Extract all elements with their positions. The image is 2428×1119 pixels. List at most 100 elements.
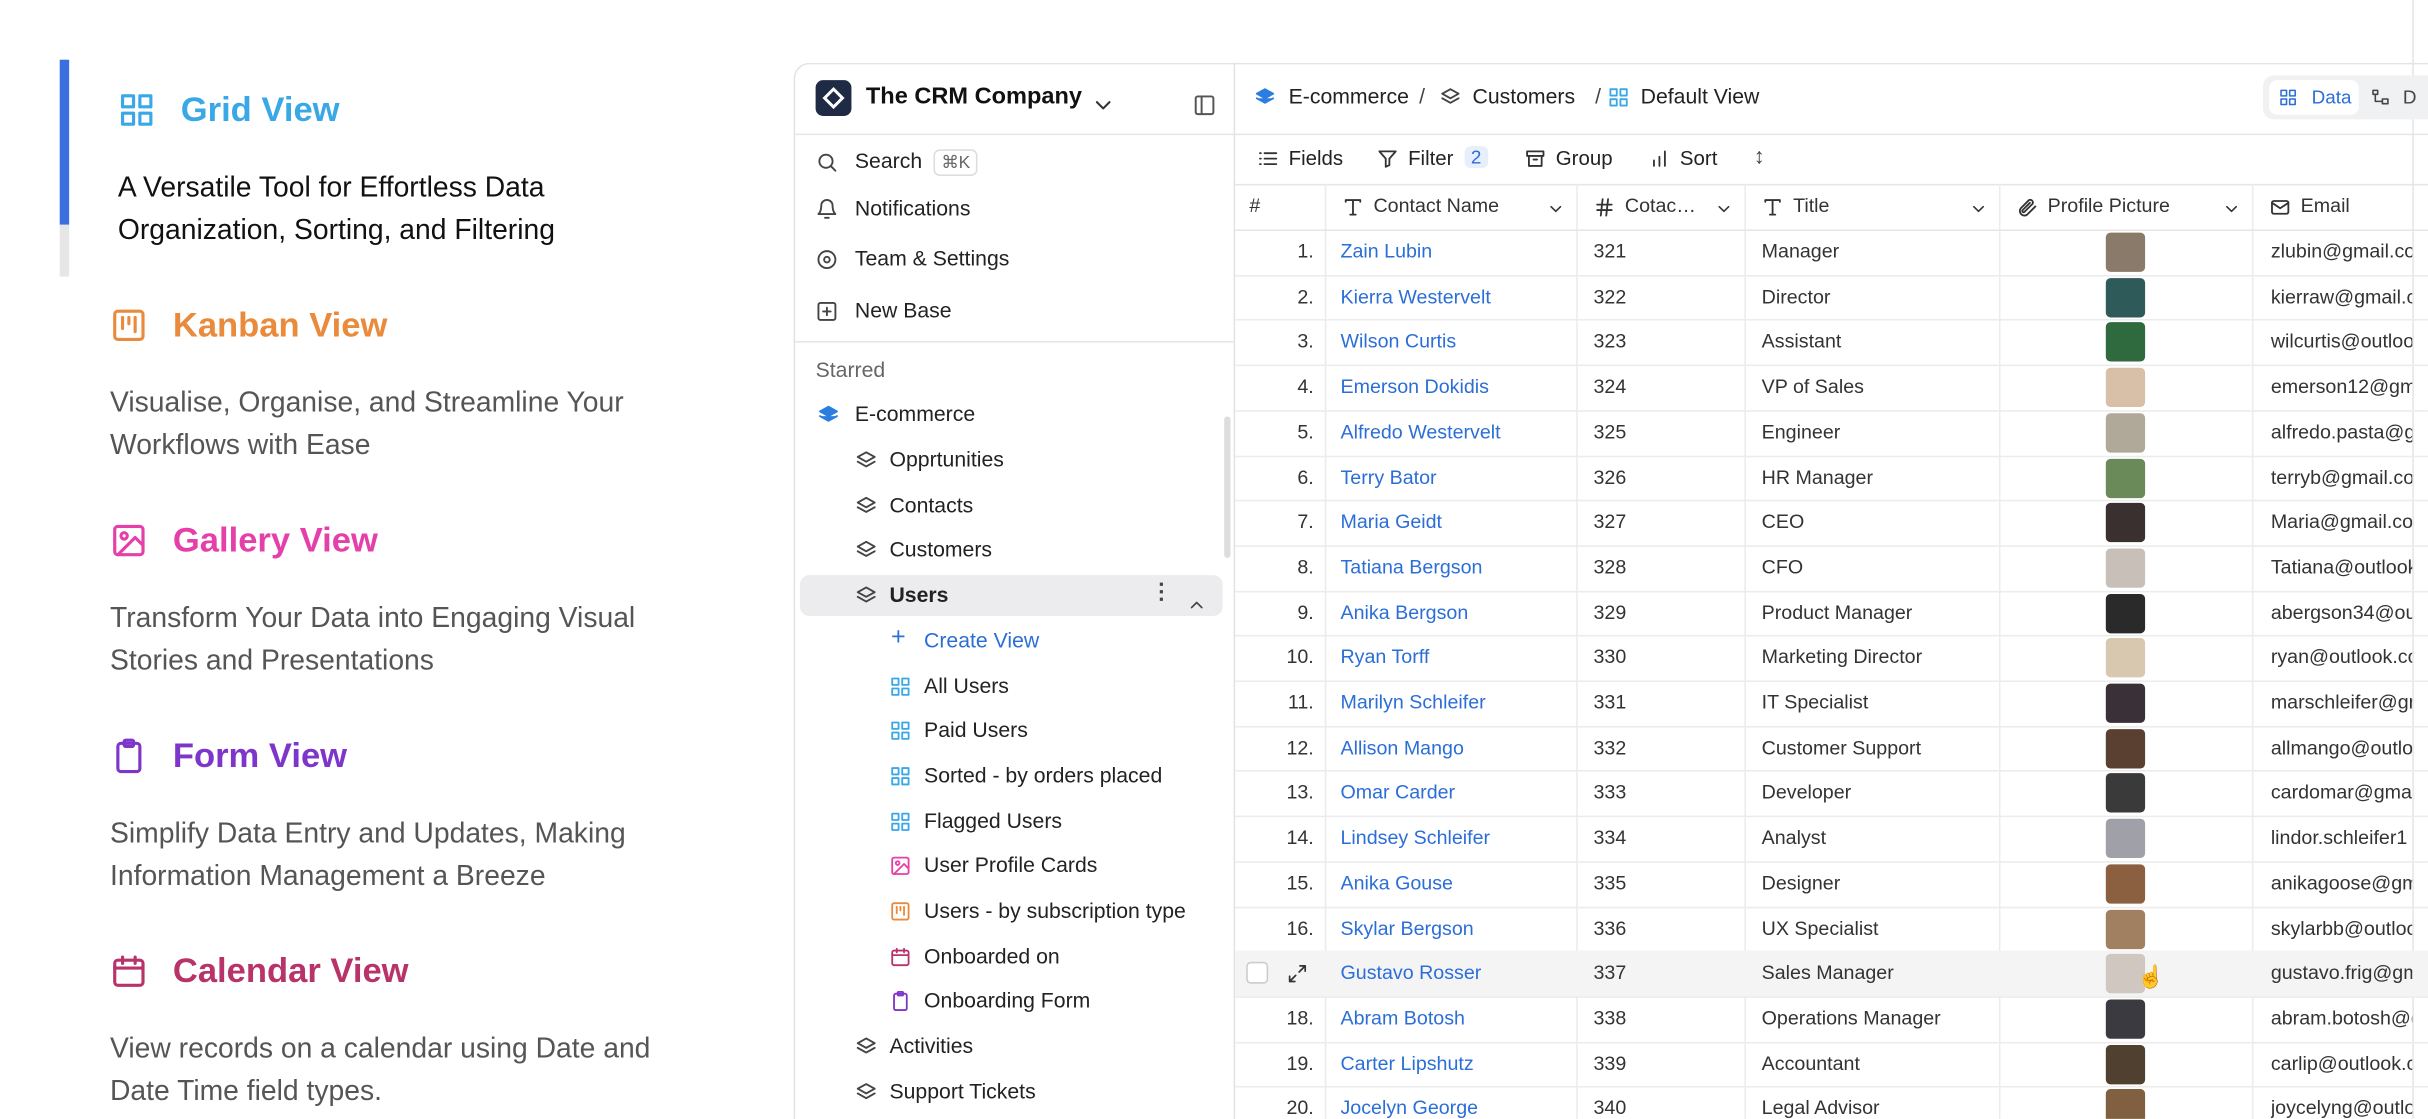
contact-name[interactable]: Kierra Westervelt	[1340, 285, 1491, 308]
cotac: 333	[1593, 781, 1627, 804]
row-number: 3.	[1297, 330, 1314, 353]
contact-name[interactable]: Anika Bergson	[1340, 601, 1469, 624]
menu-item[interactable]: Notifications	[854, 196, 971, 221]
row-number: 18.	[1286, 1007, 1314, 1030]
table-icon	[856, 586, 876, 603]
title: Analyst	[1761, 826, 1827, 849]
table-icon	[856, 1082, 876, 1099]
view-icon	[891, 676, 910, 695]
contact-name[interactable]: Gustavo Rosser	[1340, 962, 1482, 985]
breadcrumb[interactable]: E-commerce	[1288, 84, 1409, 109]
row-height: ↕	[1753, 143, 1765, 169]
view-item[interactable]: All Users	[924, 673, 1009, 697]
view-item[interactable]: Sorted - by orders placed	[924, 763, 1163, 788]
table-item[interactable]: Contacts	[889, 492, 974, 517]
column-header[interactable]: Email	[2300, 194, 2350, 217]
title: Designer	[1761, 871, 1841, 894]
menu-icon	[817, 250, 837, 270]
toggle-icon	[2280, 89, 2296, 106]
row-number: 13.	[1286, 781, 1314, 804]
toolbar-button[interactable]: Sort	[1679, 146, 1718, 170]
toolbar-icon	[1378, 150, 1397, 168]
table-item[interactable]: Customers	[889, 538, 993, 562]
email: Tatiana@outlook	[2270, 556, 2413, 579]
contact-name[interactable]: Zain Lubin	[1340, 240, 1433, 263]
contact-name[interactable]: Omar Carder	[1340, 781, 1456, 804]
email: allmango@outlo	[2270, 736, 2413, 759]
workspace-name[interactable]: The CRM Company	[865, 83, 1083, 111]
row-checkbox[interactable]	[1246, 962, 1269, 985]
contact-name[interactable]: Maria Geidt	[1340, 511, 1443, 534]
view-item[interactable]: Onboarded on	[924, 943, 1060, 968]
title: Manager	[1761, 240, 1840, 263]
toggle-option[interactable]: Data	[2311, 86, 2352, 109]
feature-title: Form View	[172, 735, 348, 775]
profile-picture	[2105, 412, 2146, 453]
contact-name[interactable]: Marilyn Schleifer	[1340, 691, 1486, 714]
toolbar-button[interactable]: Group	[1555, 146, 1613, 170]
menu-item[interactable]: New Base	[854, 298, 952, 323]
row-border	[1235, 274, 2428, 277]
contact-name[interactable]: Tatiana Bergson	[1340, 556, 1483, 579]
view-item[interactable]: Onboarding Form	[924, 989, 1091, 1013]
cotac: 332	[1593, 736, 1627, 759]
profile-picture	[2105, 638, 2146, 678]
email: alfredo.pasta@g	[2270, 420, 2413, 443]
table-item[interactable]: Opprtunities	[889, 447, 1004, 472]
row-number: 6.	[1297, 465, 1314, 488]
email: terryb@gmail.co	[2270, 465, 2413, 488]
separator: /	[1595, 84, 1601, 109]
contact-name[interactable]: Lindsey Schleifer	[1340, 826, 1491, 849]
view-item[interactable]: Paid Users	[924, 718, 1028, 743]
feature-icon	[113, 524, 145, 557]
row-border	[1235, 454, 2428, 457]
row-border	[1235, 770, 2428, 773]
table-item[interactable]: Support Tickets	[889, 1079, 1036, 1103]
toolbar-button[interactable]: Filter	[1408, 146, 1454, 170]
table-item[interactable]: Activities	[889, 1034, 974, 1058]
contact-name[interactable]: Ryan Torff	[1340, 646, 1430, 669]
contact-name[interactable]: Carter Lipshutz	[1340, 1052, 1474, 1075]
title: Assistant	[1761, 330, 1842, 353]
email: abram.botosh@g	[2270, 1007, 2413, 1030]
contact-name[interactable]: Skylar Bergson	[1340, 916, 1474, 939]
cotac: 321	[1593, 240, 1627, 263]
contact-name[interactable]: Emerson Dokidis	[1340, 375, 1489, 398]
row-number: 10.	[1286, 646, 1314, 669]
table-icon	[856, 496, 876, 513]
contact-name[interactable]: Allison Mango	[1340, 736, 1464, 759]
toggle-option[interactable]: D	[2402, 86, 2417, 109]
breadcrumb[interactable]: Customers	[1472, 84, 1576, 109]
base-name[interactable]: E-commerce	[854, 402, 976, 426]
row-border	[1235, 1041, 2428, 1043]
breadcrumb[interactable]: Default View	[1640, 84, 1760, 109]
table-item[interactable]: Users	[889, 583, 949, 607]
contact-name[interactable]: Wilson Curtis	[1340, 330, 1457, 353]
row-border	[1235, 409, 2428, 412]
contact-name[interactable]: Jocelyn George	[1340, 1097, 1479, 1119]
view-item[interactable]: Flagged Users	[924, 808, 1063, 833]
contact-name[interactable]: Terry Bator	[1340, 465, 1437, 488]
column-header[interactable]: Cotac…	[1624, 194, 1696, 217]
contact-name[interactable]: Alfredo Westervelt	[1340, 420, 1501, 443]
contact-name[interactable]: Abram Botosh	[1340, 1007, 1465, 1030]
menu-item[interactable]: Search	[854, 149, 923, 173]
view-item[interactable]: User Profile Cards	[924, 853, 1098, 878]
row-number: 16.	[1286, 916, 1314, 939]
divider	[1235, 183, 2428, 186]
column-menu	[1550, 205, 1562, 213]
menu-item[interactable]: Team & Settings	[854, 246, 1010, 271]
column-border	[1998, 183, 2001, 1119]
cotac: 323	[1593, 330, 1627, 353]
contact-name[interactable]: Anika Gouse	[1340, 871, 1453, 894]
column-header[interactable]: Profile Picture	[2047, 194, 2170, 217]
profile-picture	[2105, 458, 2146, 498]
column-menu	[1718, 205, 1730, 213]
column-header[interactable]: Title	[1793, 194, 1830, 217]
create-view[interactable]: Create View	[924, 628, 1040, 652]
toolbar-button[interactable]: Fields	[1288, 146, 1344, 170]
view-item[interactable]: Users - by subscription type	[924, 898, 1186, 923]
column-header[interactable]: Contact Name	[1373, 194, 1500, 217]
column-header[interactable]: #	[1249, 194, 1261, 217]
email: cardomar@gmai	[2270, 781, 2413, 804]
